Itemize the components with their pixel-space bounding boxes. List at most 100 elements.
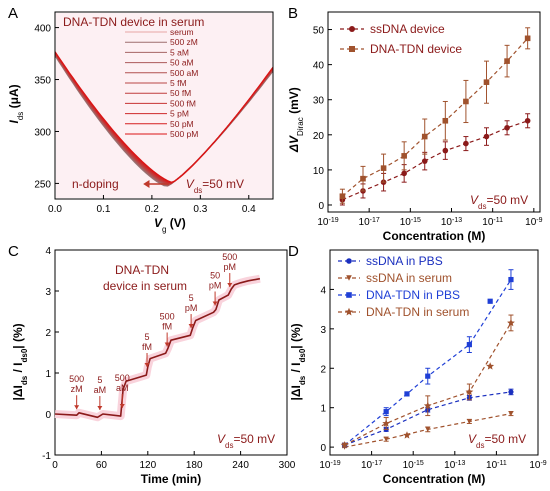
legend-marker bbox=[346, 275, 352, 281]
y-tick-label: 350 bbox=[34, 76, 51, 87]
y-tick-label: 400 bbox=[34, 24, 51, 35]
ylabel-main: ΔV bbox=[287, 135, 301, 153]
legend-label: 500 fM bbox=[170, 98, 196, 108]
legend-label: DNA-TDN in PBS bbox=[366, 288, 460, 302]
y-tick-label: 0 bbox=[318, 201, 324, 212]
x-tick-label: 0.3 bbox=[193, 204, 207, 215]
legend-label: 500 pM bbox=[170, 129, 198, 139]
data-point bbox=[403, 431, 411, 439]
panel-letter: B bbox=[288, 5, 298, 22]
x-tick-label: 0.2 bbox=[145, 204, 159, 215]
annotation-value: 50 bbox=[210, 271, 220, 281]
panel-letter: C bbox=[8, 243, 19, 260]
y-tick-label: 300 bbox=[34, 127, 51, 138]
tick-base: 10 bbox=[319, 460, 331, 471]
annotation-value: 500 bbox=[115, 373, 130, 383]
annotation-value: 500 bbox=[69, 374, 84, 384]
annotation-arrowhead bbox=[227, 283, 233, 288]
tick-exponent: -15 bbox=[411, 217, 421, 224]
data-point bbox=[524, 117, 531, 124]
tick-base: 10 bbox=[482, 217, 494, 228]
y-tick-label: 10 bbox=[313, 166, 325, 177]
vds-label: Vds=50 mV bbox=[186, 177, 244, 195]
tick-exponent: -17 bbox=[370, 217, 380, 224]
data-point bbox=[466, 418, 472, 425]
tick-exponent: -19 bbox=[331, 460, 341, 467]
annotation-arrowhead bbox=[74, 405, 80, 410]
legend-label: DNA-TDN device bbox=[370, 42, 462, 56]
chart-title: DNA-TDN device in serum bbox=[63, 15, 204, 29]
y-tick-label: -1 bbox=[42, 451, 51, 462]
plot-frame bbox=[327, 11, 541, 213]
ylabel-unit: | (%) bbox=[289, 323, 303, 348]
legend-label: ssDNA in serum bbox=[366, 271, 452, 285]
annotation-unit: fM bbox=[142, 342, 152, 352]
x-tick-label: 180 bbox=[186, 460, 203, 471]
data-point bbox=[423, 401, 432, 409]
panel-letter: A bbox=[8, 5, 18, 22]
xlabel-unit: (V) bbox=[166, 216, 185, 230]
x-tick-label: 0.1 bbox=[96, 204, 110, 215]
y-tick-label: 1 bbox=[320, 404, 326, 415]
data-point bbox=[483, 133, 490, 140]
x-tick-label: 0.0 bbox=[48, 204, 62, 215]
data-point bbox=[504, 124, 510, 131]
y-tick-label: 2 bbox=[320, 364, 326, 375]
data-point bbox=[508, 276, 514, 283]
plot-frame bbox=[54, 249, 288, 456]
x-tick-label: 10-9 bbox=[525, 217, 542, 229]
y-tick-label: 4 bbox=[320, 285, 326, 296]
x-tick-label: 300 bbox=[279, 460, 296, 471]
tick-base: 10 bbox=[441, 217, 453, 228]
data-point bbox=[483, 79, 490, 85]
vds-sub: ds bbox=[476, 441, 484, 450]
annotation-arrowhead bbox=[212, 301, 218, 306]
x-tick-label: 0.4 bbox=[242, 204, 256, 215]
panel-d: 10-19 10-17 10-15 10-13 10-11 10-901234ssDNA … bbox=[288, 243, 547, 486]
series-line bbox=[342, 37, 529, 197]
annotation-unit: aM bbox=[116, 383, 129, 393]
y-tick-label: 50 bbox=[313, 26, 325, 37]
ylabel-mid: / I bbox=[289, 362, 303, 375]
tick-base: 10 bbox=[444, 460, 456, 471]
legend-label: DNA-TDN in serum bbox=[366, 305, 469, 319]
data-point bbox=[524, 35, 531, 42]
data-point bbox=[383, 436, 389, 442]
data-point bbox=[401, 153, 407, 159]
ylabel-sub: Dirac bbox=[296, 117, 305, 136]
data-point bbox=[507, 318, 515, 327]
vds-main: V bbox=[470, 193, 479, 207]
tick-exponent: -11 bbox=[497, 460, 507, 467]
y-tick-label: 0 bbox=[320, 443, 326, 454]
n-doping-arrowhead bbox=[143, 180, 150, 188]
data-point bbox=[508, 389, 514, 395]
x-tick-label: 10-17 bbox=[359, 217, 380, 229]
y-tick-label: 0 bbox=[45, 410, 51, 421]
data-point bbox=[442, 117, 449, 124]
data-point bbox=[466, 342, 472, 348]
ylabel-sub1: ds bbox=[20, 375, 29, 385]
series-line bbox=[342, 120, 528, 201]
x-tick-label: 10-19 bbox=[317, 217, 338, 229]
ylabel-sub1: ds bbox=[298, 375, 307, 385]
vds-sub: ds bbox=[478, 202, 486, 211]
tick-base: 10 bbox=[403, 460, 415, 471]
data-point bbox=[504, 58, 510, 64]
x-axis-label: Time (min) bbox=[141, 472, 201, 486]
x-tick-label: 10-13 bbox=[441, 217, 462, 229]
y-axis-label: ΔVDirac (mV) bbox=[287, 87, 305, 153]
legend-label: 50 aM bbox=[170, 58, 194, 68]
x-tick-label: 60 bbox=[96, 460, 108, 471]
ylabel-unit: | (%) bbox=[11, 323, 25, 348]
ylabel-main: |ΔI bbox=[289, 385, 303, 400]
data-point bbox=[360, 175, 366, 182]
legend-label: 500 aM bbox=[170, 68, 198, 78]
tick-exponent: -19 bbox=[329, 217, 339, 224]
plot-frame bbox=[54, 11, 274, 200]
xlabel-sub: g bbox=[162, 225, 166, 234]
vds-sub: ds bbox=[225, 441, 233, 450]
tick-exponent: -17 bbox=[372, 460, 382, 467]
vds-main: V bbox=[468, 432, 477, 446]
annotation-value: 5 bbox=[145, 332, 150, 342]
